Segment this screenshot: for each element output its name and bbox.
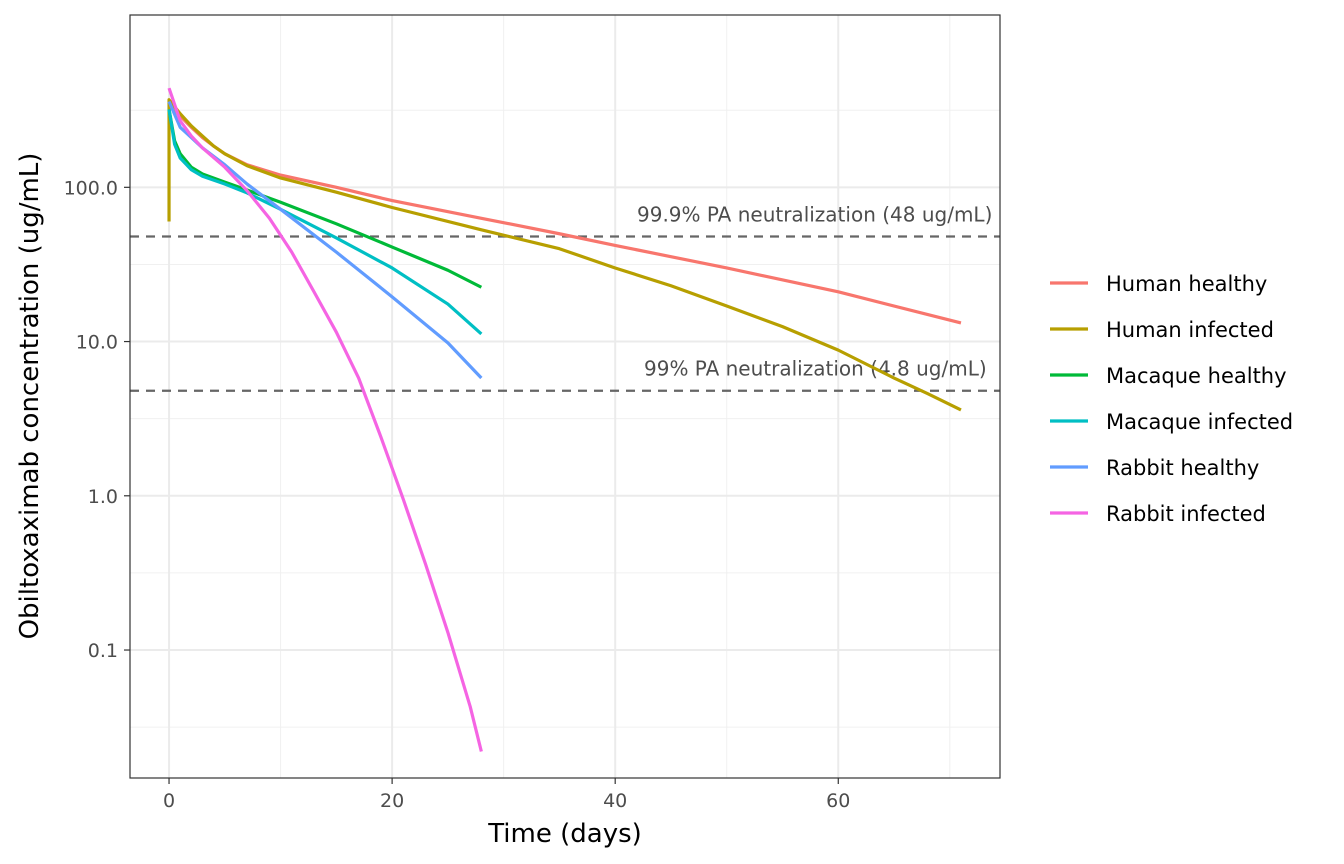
x-tick-label: 20 bbox=[380, 790, 404, 812]
reference-line-label: 99% PA neutralization (4.8 ug/mL) bbox=[644, 357, 987, 381]
x-tick-label: 60 bbox=[826, 790, 850, 812]
legend-item: Rabbit infected bbox=[1050, 502, 1266, 526]
reference-line-label: 99.9% PA neutralization (48 ug/mL) bbox=[637, 202, 992, 226]
series-line bbox=[167, 109, 483, 336]
series-line bbox=[167, 87, 483, 752]
series-line bbox=[167, 109, 483, 289]
y-tick-label: 1.0 bbox=[88, 486, 118, 508]
axes: 0 20 40 60 0.1 1.0 10.0 100.0 bbox=[64, 177, 851, 812]
legend-label: Macaque healthy bbox=[1106, 364, 1287, 388]
legend-label: Rabbit infected bbox=[1106, 502, 1266, 526]
legend: Human healthy Human infected Macaque healt… bbox=[1050, 272, 1293, 526]
legend-label: Human infected bbox=[1106, 318, 1274, 342]
series-lines bbox=[167, 87, 962, 752]
plot-panel-border bbox=[129, 14, 1001, 779]
legend-item: Macaque healthy bbox=[1050, 364, 1287, 388]
legend-item: Human healthy bbox=[1050, 272, 1267, 296]
x-axis-title: Time (days) bbox=[487, 819, 642, 849]
y-tick-label: 0.1 bbox=[88, 640, 118, 662]
legend-item: Rabbit healthy bbox=[1050, 456, 1259, 480]
legend-item: Macaque infected bbox=[1050, 410, 1293, 434]
y-tick-label: 100.0 bbox=[64, 177, 118, 199]
legend-item: Human infected bbox=[1050, 318, 1274, 342]
grid-lines bbox=[130, 15, 1000, 778]
series-line bbox=[167, 100, 483, 380]
x-tick-label: 40 bbox=[603, 790, 627, 812]
reference-lines: 99.9% PA neutralization (48 ug/mL) 99% PA… bbox=[130, 202, 1000, 392]
legend-label: Human healthy bbox=[1106, 272, 1267, 296]
x-tick-label: 0 bbox=[163, 790, 175, 812]
legend-label: Rabbit healthy bbox=[1106, 456, 1259, 480]
series-line bbox=[167, 98, 962, 412]
y-tick-label: 10.0 bbox=[76, 332, 118, 354]
legend-label: Macaque infected bbox=[1106, 410, 1293, 434]
y-axis-title: Obiltoxaximab concentration (ug/mL) bbox=[15, 153, 45, 640]
